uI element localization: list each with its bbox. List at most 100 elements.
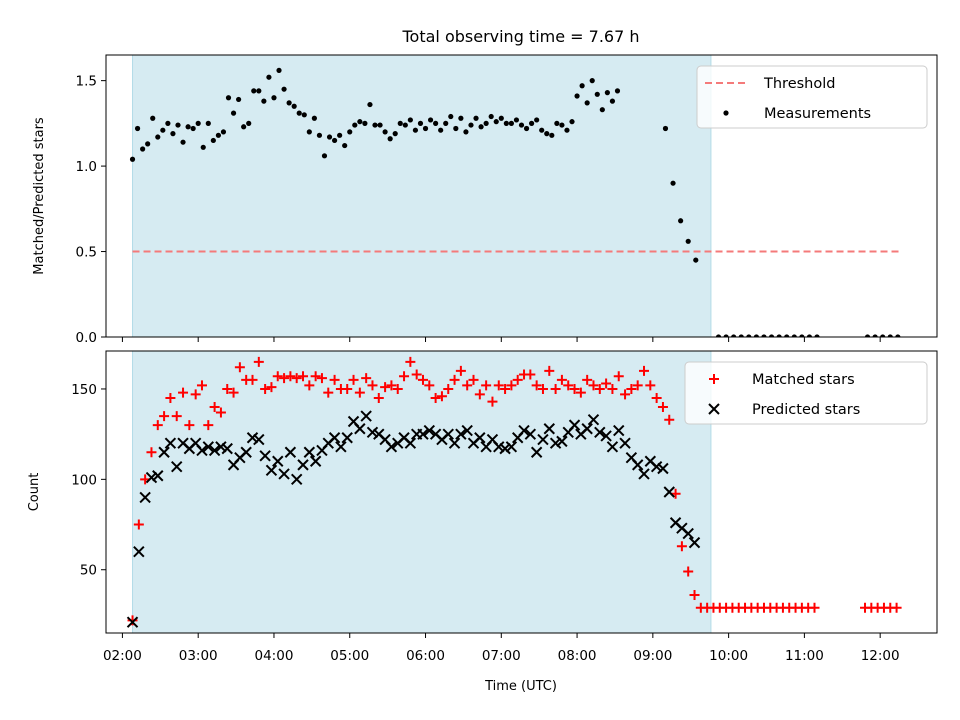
measurement-point xyxy=(518,122,525,128)
predicted-point xyxy=(537,433,549,446)
matched-point xyxy=(632,380,643,391)
predicted-point xyxy=(290,473,303,486)
predicted-point xyxy=(259,450,271,462)
y-tick-label: 1.0 xyxy=(76,159,97,175)
x-tick-label: 04:00 xyxy=(255,648,294,664)
predicted-point xyxy=(549,437,562,449)
predicted-point xyxy=(126,616,139,628)
matched-point xyxy=(537,383,548,394)
matched-point xyxy=(215,407,226,418)
series-measurements xyxy=(129,67,901,337)
matched-point xyxy=(316,373,327,384)
x-tick-label: 12:00 xyxy=(861,648,900,664)
matched-point xyxy=(575,387,586,398)
matched-point xyxy=(184,420,195,431)
predicted-point xyxy=(152,470,164,482)
matched-point xyxy=(891,602,902,613)
predicted-point xyxy=(505,441,518,453)
measurement-point xyxy=(256,88,262,94)
y-tick-label: 1.5 xyxy=(76,74,97,90)
measurement-point xyxy=(246,120,252,126)
predicted-point xyxy=(360,410,372,422)
measurement-point xyxy=(693,257,699,263)
matched-point xyxy=(430,393,441,403)
matched-point xyxy=(594,383,605,394)
y-axis-label-ratio: Matched/Predicted stars xyxy=(32,117,47,275)
measurement-point xyxy=(321,153,328,159)
measurement-point xyxy=(215,132,221,138)
measurement-point xyxy=(589,78,595,84)
matched-point xyxy=(417,374,428,385)
x-tick-label: 08:00 xyxy=(558,648,597,664)
measurement-point xyxy=(276,67,282,73)
measurement-point xyxy=(488,113,494,120)
measurement-point xyxy=(579,83,585,89)
measurement-point xyxy=(175,122,181,128)
measurement-point xyxy=(549,132,555,138)
predicted-point xyxy=(682,527,694,540)
chart-title: Total observing time = 7.67 h xyxy=(401,27,639,46)
bottom-subplot: Count Time (UTC) 50 100 150 02:00 03:00 04:00… xyxy=(27,350,938,694)
measurement-point xyxy=(392,131,398,137)
predicted-point xyxy=(335,441,347,453)
matched-point xyxy=(664,414,675,425)
legend-box xyxy=(684,361,928,425)
measurement-point xyxy=(438,127,444,133)
measurement-point xyxy=(529,120,535,126)
matched-point xyxy=(436,391,447,402)
predicted-point xyxy=(499,442,511,455)
matched-point xyxy=(354,387,365,398)
matched-point xyxy=(209,402,220,413)
measurement-point xyxy=(458,115,464,121)
observing-window-span xyxy=(132,54,712,338)
predicted-point xyxy=(568,419,581,431)
matched-point xyxy=(196,380,207,391)
matched-point xyxy=(809,602,820,613)
matched-point xyxy=(455,365,466,376)
measurement-point xyxy=(210,137,216,144)
measurement-point xyxy=(872,334,878,337)
matched-point xyxy=(298,371,309,382)
measurement-point xyxy=(331,137,338,144)
series-predicted-stars xyxy=(126,410,701,628)
measurement-point xyxy=(784,334,790,337)
measurement-point xyxy=(443,120,449,126)
predicted-point xyxy=(581,423,593,435)
matched-point xyxy=(626,383,637,394)
predicted-point xyxy=(448,437,461,449)
predicted-point xyxy=(417,428,429,440)
matched-point xyxy=(474,389,485,400)
measurement-point xyxy=(604,90,610,96)
measurement-point xyxy=(599,107,605,113)
measurement-point xyxy=(195,120,201,126)
measurement-point xyxy=(453,125,459,132)
predicted-point xyxy=(284,446,297,458)
measurement-point xyxy=(731,334,737,337)
predicted-point xyxy=(606,441,619,453)
measurement-point xyxy=(412,127,419,133)
measurement-point xyxy=(251,88,257,94)
predicted-point xyxy=(133,545,145,558)
measurement-point xyxy=(134,125,141,132)
matched-point xyxy=(468,374,479,385)
measurement-point xyxy=(281,86,287,92)
measurement-point xyxy=(723,334,729,337)
predicted-point xyxy=(619,437,631,449)
measurement-point xyxy=(200,144,206,150)
predicted-point xyxy=(663,486,675,498)
matched-point xyxy=(500,383,511,394)
matched-point xyxy=(165,393,176,403)
measurement-point xyxy=(799,334,805,337)
measurement-point xyxy=(160,127,166,133)
measurement-point xyxy=(564,127,570,133)
y-tick-label: 0.5 xyxy=(76,245,97,261)
measurement-point xyxy=(814,334,820,337)
matched-point xyxy=(386,380,397,391)
predicted-point xyxy=(208,444,221,457)
matched-point xyxy=(279,373,290,384)
measurement-point xyxy=(559,122,565,128)
measurement-point xyxy=(372,122,378,128)
measurement-point xyxy=(261,98,267,104)
measurement-point xyxy=(377,122,383,128)
measurement-point xyxy=(670,180,676,186)
